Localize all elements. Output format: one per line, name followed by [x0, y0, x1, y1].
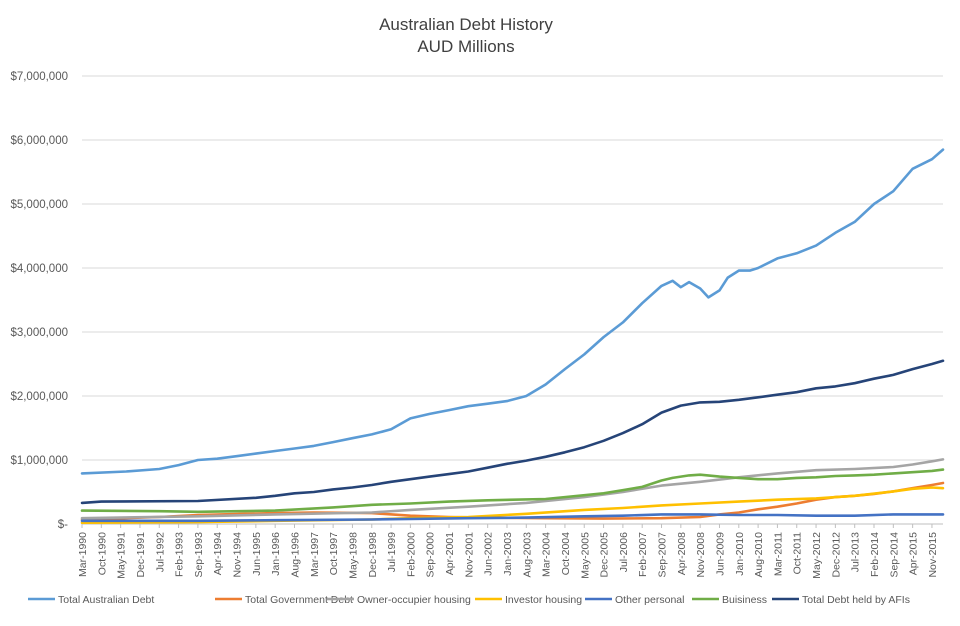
x-tick-label: Aug-1996 — [289, 532, 301, 578]
legend: Total Australian Debt Total Government De… — [28, 594, 910, 606]
y-tick-label: $4,000,000 — [10, 263, 68, 275]
x-tick-label: Jan-2010 — [734, 532, 746, 576]
x-tick-label: Apr-1994 — [212, 532, 224, 575]
x-tick-label: Nov-2008 — [695, 532, 707, 578]
x-tick-label: Jun-2009 — [714, 532, 726, 576]
series-line-other-personal — [80, 513, 945, 523]
x-tick-label: Sep-1993 — [193, 532, 205, 578]
plot-area — [80, 148, 945, 524]
chart-title: Australian Debt History — [379, 15, 553, 34]
y-axis: $- $1,000,000 $2,000,000 $3,000,000 $4,000,0… — [10, 71, 68, 531]
x-tick-label: Mar-1997 — [309, 532, 321, 577]
y-tick-label: $6,000,000 — [10, 135, 68, 147]
series-line-total-debt-held-by-afis — [80, 359, 945, 505]
x-tick-label: Dec-1991 — [135, 532, 147, 578]
x-tick-label: Jul-1992 — [154, 532, 166, 572]
y-tick-label: $1,000,000 — [10, 455, 68, 467]
x-tick-label: May-2012 — [811, 532, 823, 579]
legend-label-investor-housing: Investor housing — [505, 594, 582, 606]
x-tick-label: Jul-2013 — [850, 532, 862, 572]
x-tick-label: May-1991 — [116, 532, 128, 579]
legend-label-owner-occupier-housing: Owner-occupier housing — [357, 594, 471, 606]
x-tick-label: May-2005 — [579, 532, 591, 579]
x-tick-label: Mar-2004 — [541, 532, 553, 577]
x-tick-label: Oct-2004 — [560, 532, 572, 575]
x-tick-label: Nov-1994 — [232, 532, 244, 578]
x-tick-label: Jan-1996 — [270, 532, 282, 576]
x-tick-label: Feb-2007 — [637, 532, 649, 577]
legend-label-buisiness: Buisiness — [722, 594, 767, 606]
legend-label-total-debt-held-by-afis: Total Debt held by AFIs — [802, 594, 910, 606]
x-tick-label: Dec-1998 — [367, 532, 379, 578]
legend-label-total-government-debt: Total Government Debt — [245, 594, 353, 606]
chart-subtitle: AUD Millions — [417, 37, 514, 56]
y-tick-label: $- — [58, 519, 68, 531]
x-tick-label: Jan-2003 — [502, 532, 514, 576]
y-tick-label: $7,000,000 — [10, 71, 68, 83]
x-axis: Mar-1990 Oct-1990 May-1991 Dec-1991 Jul-1992… — [77, 524, 939, 579]
x-tick-label: Sep-2007 — [657, 532, 669, 578]
x-tick-label: Oct-2011 — [792, 532, 804, 575]
y-tick-label: $2,000,000 — [10, 391, 68, 403]
series-line-owner-occupier-housing — [80, 458, 945, 520]
x-tick-label: Jul-2006 — [618, 532, 630, 572]
gridlines — [82, 75, 943, 525]
x-tick-label: Dec-2005 — [599, 532, 611, 578]
legend-label-total-australian-debt: Total Australian Debt — [58, 594, 154, 606]
x-tick-label: Mar-1990 — [77, 532, 89, 577]
x-tick-label: Jul-1999 — [386, 532, 398, 572]
x-tick-label: Sep-2014 — [888, 532, 900, 578]
series-line-total-australian-debt — [80, 148, 945, 475]
x-tick-label: Jun-2002 — [483, 532, 495, 576]
x-tick-label: Dec-2012 — [830, 532, 842, 578]
x-tick-label: Apr-2001 — [444, 532, 456, 575]
x-tick-label: Jun-1995 — [251, 532, 263, 576]
x-tick-label: Nov-2015 — [927, 532, 939, 578]
y-tick-label: $5,000,000 — [10, 199, 68, 211]
x-tick-label: Feb-2000 — [405, 532, 417, 577]
x-tick-label: Nov-2001 — [463, 532, 475, 578]
x-tick-label: Apr-2015 — [908, 532, 920, 575]
legend-label-other-personal: Other personal — [615, 594, 684, 606]
x-tick-label: Apr-2008 — [676, 532, 688, 575]
x-tick-label: Feb-1993 — [174, 532, 186, 577]
y-tick-label: $3,000,000 — [10, 327, 68, 339]
series-line-buisiness — [80, 468, 945, 514]
x-tick-label: Oct-1990 — [96, 532, 108, 575]
x-tick-label: Sep-2000 — [425, 532, 437, 578]
x-tick-label: Aug-2003 — [521, 532, 533, 578]
x-tick-label: Feb-2014 — [869, 532, 881, 577]
x-tick-label: May-1998 — [347, 532, 359, 579]
x-tick-label: Mar-2011 — [772, 532, 784, 576]
x-tick-label: Aug-2010 — [753, 532, 765, 578]
x-tick-label: Oct-1997 — [328, 532, 340, 575]
